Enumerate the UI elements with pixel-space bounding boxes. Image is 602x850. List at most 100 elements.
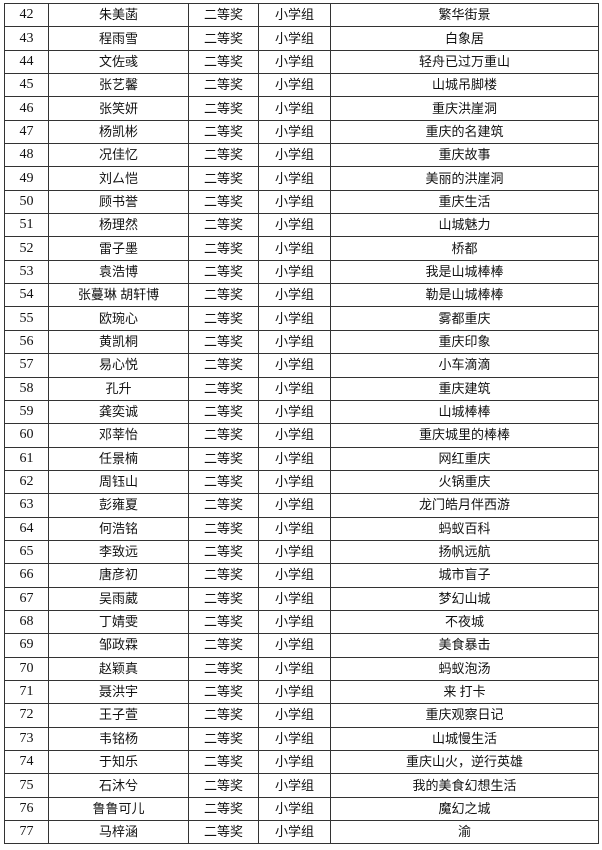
table-row: 58 孔升 二等奖 小学组 重庆建筑 <box>4 376 599 401</box>
work-title-cell: 重庆故事 <box>330 143 599 168</box>
winner-name-cell: 何浩铭 <box>48 516 189 541</box>
group-name-cell: 小学组 <box>258 469 331 495</box>
table-row: 53 袁浩博 二等奖 小学组 我是山城棒棒 <box>4 259 599 285</box>
group-name-cell: 小学组 <box>258 656 331 681</box>
winner-name-cell: 鲁鲁可儿 <box>48 796 189 822</box>
award-level-cell: 二等奖 <box>188 166 259 191</box>
table-row: 63 彭雍夏 二等奖 小学组 龙门皓月伴西游 <box>4 493 599 518</box>
row-number-cell: 73 <box>4 726 49 752</box>
table-row: 74 于知乐 二等奖 小学组 重庆山火，逆行英雄 <box>4 749 599 775</box>
winner-name-cell: 况佳忆 <box>48 143 189 168</box>
award-level-cell: 二等奖 <box>188 376 259 401</box>
group-name-cell: 小学组 <box>258 820 331 845</box>
group-name-cell: 小学组 <box>258 376 331 401</box>
award-level-cell: 二等奖 <box>188 49 259 75</box>
award-level-cell: 二等奖 <box>188 493 259 518</box>
work-title-cell: 重庆城里的棒棒 <box>330 423 599 448</box>
row-number-cell: 62 <box>4 469 49 495</box>
work-title-cell: 火锅重庆 <box>330 469 599 495</box>
table-row: 45 张艺馨 二等奖 小学组 山城吊脚楼 <box>4 73 599 98</box>
group-name-cell: 小学组 <box>258 516 331 541</box>
award-level-cell: 二等奖 <box>188 469 259 495</box>
group-name-cell: 小学组 <box>258 679 331 705</box>
work-title-cell: 渝 <box>330 820 599 845</box>
row-number-cell: 54 <box>4 283 49 308</box>
group-name-cell: 小学组 <box>258 353 331 378</box>
work-title-cell: 桥都 <box>330 236 599 261</box>
work-title-cell: 山城吊脚楼 <box>330 73 599 98</box>
work-title-cell: 雾都重庆 <box>330 306 599 331</box>
winner-name-cell: 李致远 <box>48 539 189 565</box>
group-name-cell: 小学组 <box>258 633 331 658</box>
row-number-cell: 45 <box>4 73 49 98</box>
row-number-cell: 51 <box>4 213 49 238</box>
table-row: 47 杨凯彬 二等奖 小学组 重庆的名建筑 <box>4 119 599 145</box>
row-number-cell: 44 <box>4 49 49 75</box>
table-row: 67 吴雨葳 二等奖 小学组 梦幻山城 <box>4 586 599 611</box>
winner-name-cell: 雷子墨 <box>48 236 189 261</box>
row-number-cell: 75 <box>4 773 49 798</box>
row-number-cell: 43 <box>4 26 49 51</box>
work-title-cell: 美丽的洪崖洞 <box>330 166 599 191</box>
winner-name-cell: 吴雨葳 <box>48 586 189 611</box>
group-name-cell: 小学组 <box>258 236 331 261</box>
award-level-cell: 二等奖 <box>188 306 259 331</box>
work-title-cell: 繁华街景 <box>330 2 599 28</box>
row-number-cell: 49 <box>4 166 49 191</box>
winner-name-cell: 袁浩博 <box>48 259 189 285</box>
work-title-cell: 蚂蚁百科 <box>330 516 599 541</box>
row-number-cell: 56 <box>4 329 49 355</box>
row-number-cell: 61 <box>4 446 49 471</box>
work-title-cell: 重庆洪崖洞 <box>330 96 599 121</box>
group-name-cell: 小学组 <box>258 399 331 425</box>
work-title-cell: 龙门皓月伴西游 <box>330 493 599 518</box>
award-level-cell: 二等奖 <box>188 539 259 565</box>
work-title-cell: 美食暴击 <box>330 633 599 658</box>
group-name-cell: 小学组 <box>258 2 331 28</box>
group-name-cell: 小学组 <box>258 493 331 518</box>
winner-name-cell: 韦铭杨 <box>48 726 189 752</box>
row-number-cell: 70 <box>4 656 49 681</box>
table-row: 65 李致远 二等奖 小学组 扬帆远航 <box>4 539 599 565</box>
group-name-cell: 小学组 <box>258 773 331 798</box>
row-number-cell: 57 <box>4 353 49 378</box>
row-number-cell: 48 <box>4 143 49 168</box>
work-title-cell: 我是山城棒棒 <box>330 259 599 285</box>
winner-name-cell: 张蔓琳 胡轩博 <box>48 283 189 308</box>
award-level-cell: 二等奖 <box>188 26 259 51</box>
table-row: 44 文佐彧 二等奖 小学组 轻舟已过万重山 <box>4 49 599 75</box>
table-row: 66 唐彦初 二等奖 小学组 城市盲子 <box>4 563 599 588</box>
winner-name-cell: 张笑妍 <box>48 96 189 121</box>
award-level-cell: 二等奖 <box>188 423 259 448</box>
group-name-cell: 小学组 <box>258 563 331 588</box>
row-number-cell: 71 <box>4 679 49 705</box>
winner-name-cell: 欧琬心 <box>48 306 189 331</box>
table-row: 55 欧琬心 二等奖 小学组 雾都重庆 <box>4 306 599 331</box>
table-row: 52 雷子墨 二等奖 小学组 桥都 <box>4 236 599 261</box>
table-row: 71 聂洪宇 二等奖 小学组来 打卡 <box>4 679 599 705</box>
winner-name-cell: 彭雍夏 <box>48 493 189 518</box>
work-title-cell: 网红重庆 <box>330 446 599 471</box>
group-name-cell: 小学组 <box>258 189 331 215</box>
row-number-cell: 53 <box>4 259 49 285</box>
group-name-cell: 小学组 <box>258 749 331 775</box>
award-level-cell: 二等奖 <box>188 679 259 705</box>
work-title-cell: 重庆的名建筑 <box>330 119 599 145</box>
row-number-cell: 47 <box>4 119 49 145</box>
winner-name-cell: 龚奕诚 <box>48 399 189 425</box>
winner-name-cell: 王子萱 <box>48 703 189 728</box>
award-level-cell: 二等奖 <box>188 820 259 845</box>
table-row: 57 易心悦 二等奖 小学组 小车滴滴 <box>4 353 599 378</box>
group-name-cell: 小学组 <box>258 609 331 635</box>
award-level-cell: 二等奖 <box>188 2 259 28</box>
work-title-cell: 重庆观察日记 <box>330 703 599 728</box>
winner-name-cell: 刘厶恺 <box>48 166 189 191</box>
row-number-cell: 46 <box>4 96 49 121</box>
row-number-cell: 67 <box>4 586 49 611</box>
work-title-cell: 小车滴滴 <box>330 353 599 378</box>
work-title-cell: 我的美食幻想生活 <box>330 773 599 798</box>
group-name-cell: 小学组 <box>258 143 331 168</box>
winner-name-cell: 杨理然 <box>48 213 189 238</box>
row-number-cell: 69 <box>4 633 49 658</box>
group-name-cell: 小学组 <box>258 423 331 448</box>
